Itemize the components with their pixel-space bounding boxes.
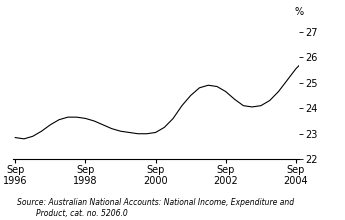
Text: %: % xyxy=(294,7,303,17)
Text: Source: Australian National Accounts: National Income, Expenditure and
        P: Source: Australian National Accounts: Na… xyxy=(17,198,294,218)
